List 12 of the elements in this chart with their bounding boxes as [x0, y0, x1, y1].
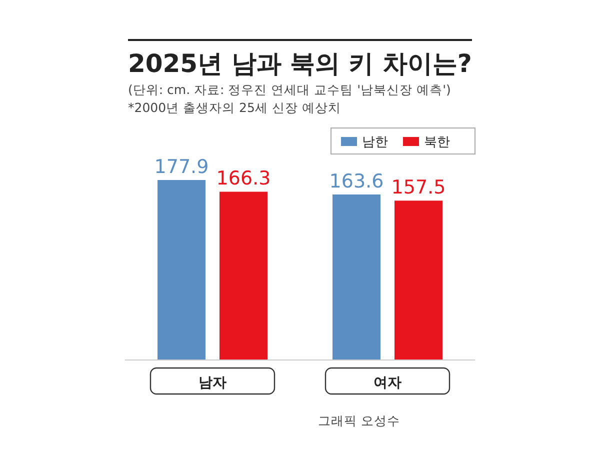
- text: 그래픽 오성수: [318, 413, 400, 428]
- data-label: 177.9: [154, 156, 209, 178]
- x-tick-label: 남자: [198, 375, 226, 391]
- legend-label: 북한: [424, 135, 450, 150]
- legend-label: 남한: [362, 135, 388, 150]
- chart-subtitle: (단위: cm. 자료: 정우진 연세대 교수팀 '남북신장 예측'): [128, 82, 451, 97]
- chart-title: 2025년 남과 북의 키 차이는?: [128, 49, 472, 78]
- data-label: 163.6: [329, 170, 384, 192]
- data-label: 157.5: [391, 176, 446, 199]
- x-tick-label: 여자: [374, 375, 402, 391]
- text: *2000년 출생자의 25세 신장 예상치: [128, 100, 341, 115]
- data-label: 166.3: [216, 168, 271, 190]
